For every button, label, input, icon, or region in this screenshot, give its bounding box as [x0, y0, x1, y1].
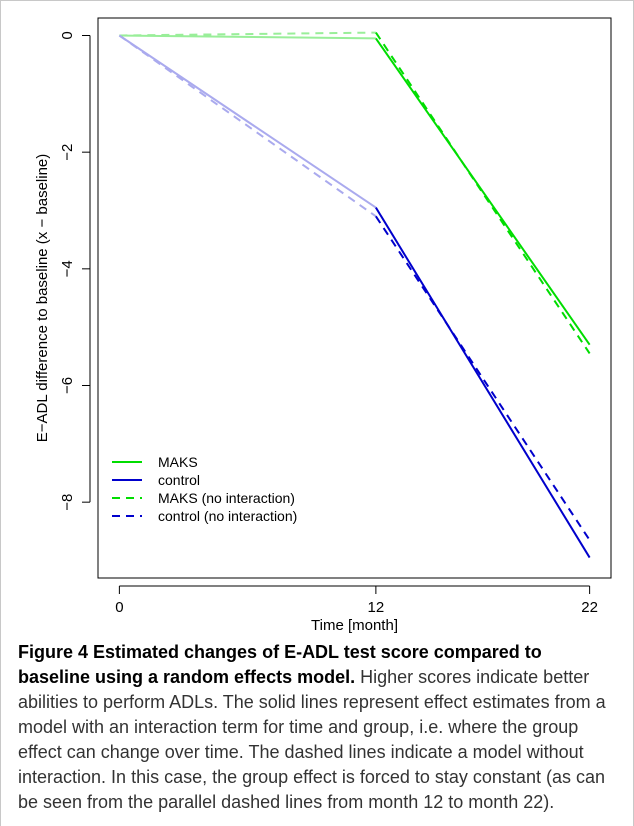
series-control-segment-2: [375, 207, 591, 559]
x-axis: 0 12 22: [115, 585, 598, 616]
x-tick-label: 12: [368, 599, 385, 616]
y-tick-label: −8: [59, 494, 76, 511]
series-control-segment-1: [118, 34, 377, 209]
x-tick-label: 22: [581, 599, 598, 616]
y-tick-label: −6: [59, 377, 76, 394]
x-axis-label: Time [month]: [311, 617, 398, 634]
series-layer: [118, 31, 591, 559]
caption-title: Figure 4 Estimated changes of E-ADL test…: [18, 642, 542, 687]
series-maks-segment-2: [375, 37, 591, 346]
plot-area-box: [97, 17, 612, 579]
figure-caption: Figure 4 Estimated changes of E-ADL test…: [18, 640, 618, 815]
legend-label-control: control: [158, 472, 200, 488]
y-tick-label: −2: [59, 144, 76, 161]
series-maks-segment-1: [119, 34, 376, 40]
series-control-no-interaction-segment-2: [375, 215, 591, 541]
chart: 0 12 22 0 −2 −4 −6 −8 Time [month] E−ADL diffe…: [34, 17, 612, 634]
legend: MAKS control MAKS (no interaction) control …: [112, 454, 297, 524]
y-axis-label: E−ADL difference to baseline (x − baseli…: [34, 154, 51, 443]
legend-label-maks-no-interaction: MAKS (no interaction): [158, 490, 295, 506]
legend-label-control-no-interaction: control (no interaction): [158, 508, 297, 524]
x-tick-label: 0: [115, 599, 123, 616]
caption-text: Higher scores indicate better abilities …: [18, 667, 606, 812]
y-tick-label: −4: [59, 260, 76, 277]
y-tick-label: 0: [59, 31, 76, 39]
legend-label-maks: MAKS: [158, 454, 198, 470]
y-axis: 0 −2 −4 −6 −8: [59, 31, 91, 511]
series-maks-no-interaction-segment-1: [119, 31, 376, 37]
series-control-no-interaction-segment-1: [118, 34, 377, 218]
